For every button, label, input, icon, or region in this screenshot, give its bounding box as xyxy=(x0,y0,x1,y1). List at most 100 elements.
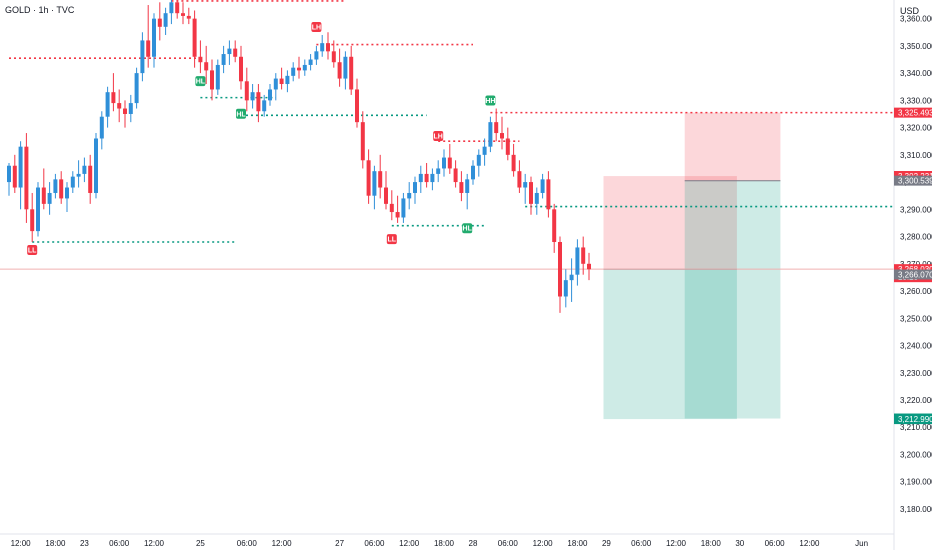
bullish-candle xyxy=(65,187,69,199)
bullish-candle xyxy=(76,173,81,177)
bearish-candle xyxy=(378,171,383,188)
bearish-candle xyxy=(453,168,458,183)
time-tick-label: 12:00 xyxy=(799,539,820,548)
price-tick-label: 3,250.000 xyxy=(900,314,932,323)
bullish-candle xyxy=(152,18,156,57)
price-tick-label: 3,330.000 xyxy=(900,96,932,105)
swing-label-badge xyxy=(433,130,444,141)
bearish-candle xyxy=(41,187,46,204)
bullish-candle xyxy=(105,92,110,117)
bullish-candle xyxy=(436,168,441,174)
bullish-candle xyxy=(430,173,435,183)
bearish-candle xyxy=(546,179,551,210)
price-tags: 3,325.4933,302.2313,300.5393,268.03013:2… xyxy=(894,107,932,425)
bearish-candle xyxy=(198,56,203,63)
bearish-candle xyxy=(360,122,365,161)
price-tag-text: 3,300.539 xyxy=(898,176,932,185)
stop-zone-2[interactable] xyxy=(684,112,781,181)
price-tick-label: 3,180.000 xyxy=(900,505,932,514)
time-tick-label: 06:00 xyxy=(631,539,652,548)
swing-label-badge xyxy=(27,245,38,256)
bearish-candle xyxy=(117,103,122,109)
price-tick-label: 3,220.000 xyxy=(900,396,932,405)
target-zone-1[interactable] xyxy=(603,269,737,420)
time-tick-label: 28 xyxy=(469,539,478,548)
target-zone-2[interactable] xyxy=(684,180,781,419)
bearish-candle xyxy=(192,18,197,57)
bearish-candle xyxy=(210,70,214,90)
swing-label-text: HH xyxy=(485,98,495,105)
price-tick-label: 3,350.000 xyxy=(900,42,932,51)
bullish-candle xyxy=(268,89,272,101)
price-tick-label: 3,320.000 xyxy=(900,124,932,133)
time-axis[interactable]: 12:00 18:00 23 06:00 12:00 25 06:00 12:00 27 06:0… xyxy=(11,539,868,548)
bullish-candle xyxy=(163,13,168,27)
currency-label[interactable]: USD xyxy=(900,6,920,16)
swing-label-text: HL xyxy=(196,79,206,86)
bearish-candle xyxy=(529,182,533,204)
time-tick-label: 12:00 xyxy=(272,539,293,548)
bullish-candle xyxy=(94,138,98,193)
bullish-candle xyxy=(215,64,220,90)
bearish-candle xyxy=(505,138,510,155)
level-lines xyxy=(0,0,894,270)
price-tick-label: 3,210.000 xyxy=(900,423,932,432)
swing-label-badge xyxy=(386,234,397,245)
time-tick-label: 12:00 xyxy=(399,539,420,548)
time-tick-label: Jun xyxy=(855,539,868,548)
bearish-candle xyxy=(552,209,557,243)
time-tick-label: 27 xyxy=(335,539,344,548)
swing-label-lh: LH xyxy=(433,130,444,141)
bullish-candle xyxy=(418,173,423,183)
bullish-candle xyxy=(128,103,133,114)
bearish-candle xyxy=(239,56,243,82)
time-tick-label: 18:00 xyxy=(567,539,588,548)
swing-label-badge xyxy=(311,21,322,32)
price-tick-label: 3,260.000 xyxy=(900,287,932,296)
bullish-candle xyxy=(221,54,226,65)
bearish-candle xyxy=(111,92,116,104)
swing-label-ll: LL xyxy=(27,245,38,256)
price-tag xyxy=(894,175,932,186)
bullish-candle xyxy=(262,100,267,112)
bearish-candle xyxy=(355,89,359,123)
bullish-candle xyxy=(250,92,255,101)
bullish-candle xyxy=(18,146,23,188)
price-tick-label: 3,280.000 xyxy=(900,233,932,242)
time-tick-label: 18:00 xyxy=(701,539,722,548)
bullish-candle xyxy=(488,122,493,147)
bullish-candle xyxy=(7,165,11,183)
bearish-candle xyxy=(366,160,371,196)
bearish-candle xyxy=(30,209,35,232)
bullish-candle xyxy=(413,182,417,193)
time-tick-label: 12:00 xyxy=(11,539,32,548)
price-tick-label: 3,200.000 xyxy=(900,450,932,459)
bullish-candle xyxy=(308,59,313,65)
bullish-candle xyxy=(82,165,87,174)
price-tag-text: 3,325.493 xyxy=(898,108,932,117)
bearish-candle xyxy=(279,78,284,85)
position-tools[interactable] xyxy=(603,112,781,420)
chart-title: GOLD · 1h · TVC xyxy=(5,5,75,15)
swing-label-text: HL xyxy=(463,226,473,233)
bearish-candle xyxy=(459,182,464,193)
price-tag xyxy=(894,107,932,118)
time-tick-label: 25 xyxy=(196,539,205,548)
price-tick-label: 3,360.000 xyxy=(900,15,932,24)
bullish-candle xyxy=(291,67,296,76)
swing-label-badge xyxy=(485,95,496,106)
bearish-candle xyxy=(175,2,180,14)
time-tick-label: 06:00 xyxy=(109,539,130,548)
stop-zone-1[interactable] xyxy=(603,176,737,270)
price-tick-label: 3,340.000 xyxy=(900,69,932,78)
bullish-candle xyxy=(471,165,475,180)
bullish-candle xyxy=(273,78,278,90)
bearish-candle xyxy=(337,62,342,79)
swing-label-text: LL xyxy=(28,248,37,255)
bearish-candle xyxy=(331,51,336,63)
time-tick-label: 12:00 xyxy=(666,539,687,548)
bearish-candle xyxy=(424,173,429,183)
bearish-candle xyxy=(511,154,516,172)
bullish-candle xyxy=(140,40,145,74)
